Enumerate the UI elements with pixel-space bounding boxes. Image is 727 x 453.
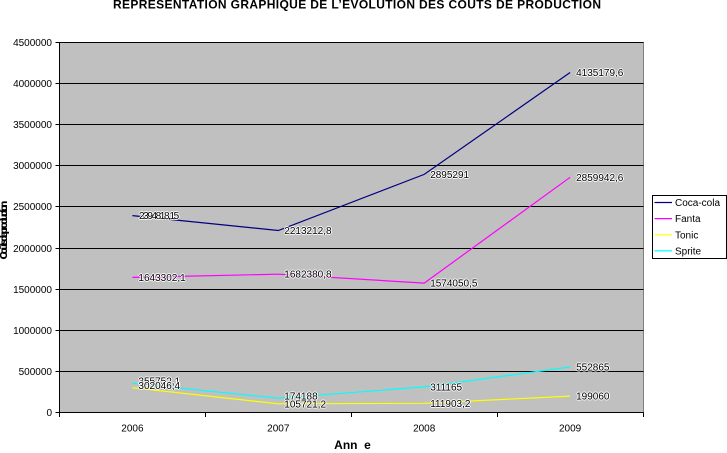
- svg-text:1000000: 1000000: [13, 326, 52, 337]
- svg-text:199060: 199060: [576, 392, 610, 403]
- svg-text:174188: 174188: [284, 392, 318, 403]
- svg-text:2895291: 2895291: [430, 170, 469, 181]
- svg-text:3000000: 3000000: [13, 161, 52, 172]
- svg-text:2213212,8: 2213212,8: [284, 226, 332, 237]
- svg-text:311165: 311165: [430, 382, 462, 393]
- svg-text:2859942,6: 2859942,6: [576, 173, 624, 184]
- svg-text:500000: 500000: [19, 367, 53, 378]
- svg-text:Ann e: Ann e: [334, 438, 371, 452]
- svg-text:302046,4: 302046,4: [138, 381, 180, 392]
- svg-text:Coûtsdeproduction: Coûtsdeproduction: [0, 201, 10, 259]
- svg-text:Coûtsdeproduction: Coûtsdeproduction: [0, 202, 10, 260]
- svg-text:2008: 2008: [413, 424, 436, 435]
- svg-text:2000000: 2000000: [13, 244, 52, 255]
- svg-text:111903,2: 111903,2: [430, 399, 471, 410]
- svg-text:Tonic: Tonic: [675, 230, 698, 241]
- svg-text:105721,2: 105721,2: [284, 399, 326, 410]
- svg-text:4500000: 4500000: [13, 38, 52, 49]
- svg-text:552865: 552865: [576, 363, 610, 374]
- svg-text:2009: 2009: [559, 424, 582, 435]
- svg-text:0: 0: [46, 408, 52, 419]
- svg-text:355752,1: 355752,1: [138, 377, 180, 388]
- svg-text:2500000: 2500000: [13, 202, 52, 213]
- svg-text:4135179,6: 4135179,6: [576, 68, 624, 79]
- svg-text:Fanta: Fanta: [675, 214, 701, 225]
- svg-text:1500000: 1500000: [13, 285, 52, 296]
- svg-text:1643302,1: 1643302,1: [138, 273, 186, 284]
- svg-text:1682380,8: 1682380,8: [284, 270, 332, 281]
- svg-text:REPRESENTATION GRAPHIQUE DE L’: REPRESENTATION GRAPHIQUE DE L’EVOLUTION …: [113, 0, 601, 12]
- svg-text:2394818,15: 2394818,15: [139, 211, 180, 222]
- svg-text:2006: 2006: [121, 424, 144, 435]
- svg-text:1574050,5: 1574050,5: [430, 279, 478, 290]
- svg-text:2007: 2007: [267, 424, 290, 435]
- svg-text:Coca-cola: Coca-cola: [675, 198, 720, 209]
- svg-text:Sprite: Sprite: [675, 246, 702, 257]
- svg-text:4000000: 4000000: [13, 79, 52, 90]
- svg-text:3500000: 3500000: [13, 120, 52, 131]
